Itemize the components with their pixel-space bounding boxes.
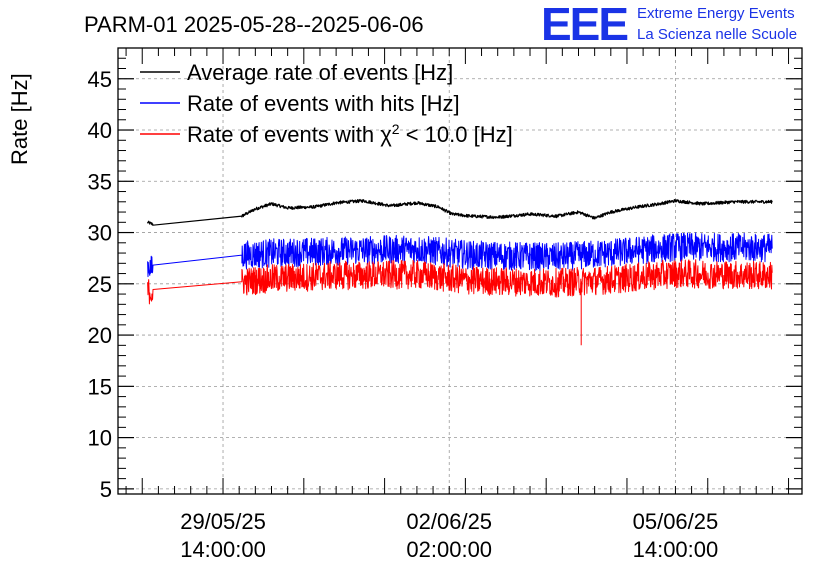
- series-line-3: [147, 259, 773, 346]
- x-tick-label-time: 02:00:00: [406, 537, 492, 562]
- y-tick-label: 30: [88, 221, 112, 246]
- legend: Average rate of events [Hz] Rate of even…: [140, 60, 513, 147]
- y-tick-label: 25: [88, 272, 112, 297]
- x-tick-label-date: 05/06/25: [633, 509, 719, 534]
- y-tick-label: 20: [88, 323, 112, 348]
- chart-title: PARM-01 2025-05-28--2025-06-06: [84, 12, 424, 37]
- y-tick-label: 10: [88, 426, 112, 451]
- x-tick-labels: 29/05/25 14:00:00 02/06/25 02:00:00 05/06/25…: [180, 509, 718, 562]
- axis-ticks: [118, 48, 802, 494]
- y-tick-label: 40: [88, 118, 112, 143]
- x-tick-label-time: 14:00:00: [633, 537, 719, 562]
- org-name-line1: Extreme Energy Events: [637, 5, 795, 22]
- series-line-2: [147, 232, 773, 278]
- series-group: [147, 198, 773, 346]
- series-line-1: [147, 198, 773, 226]
- y-tick-label: 5: [100, 477, 112, 502]
- legend-label-chi2: Rate of events with χ2 < 10.0 [Hz]: [187, 121, 513, 147]
- y-tick-label: 45: [88, 67, 112, 92]
- org-name-line2: La Scienza nelle Scuole: [637, 26, 797, 43]
- legend-label-hits: Rate of events with hits [Hz]: [187, 91, 460, 116]
- x-tick-label-date: 02/06/25: [406, 509, 492, 534]
- y-tick-label: 35: [88, 169, 112, 194]
- x-tick-label-date: 29/05/25: [180, 509, 266, 534]
- legend-label-average: Average rate of events [Hz]: [187, 60, 453, 85]
- y-axis-label: Rate [Hz]: [7, 73, 32, 165]
- x-tick-label-time: 14:00:00: [180, 537, 266, 562]
- plot-frame: [117, 47, 803, 495]
- y-tick-label: 15: [88, 374, 112, 399]
- eee-logo: EEE: [541, 0, 627, 50]
- y-tick-labels: 5 10 15 20 25 30 35 40 45: [88, 67, 112, 502]
